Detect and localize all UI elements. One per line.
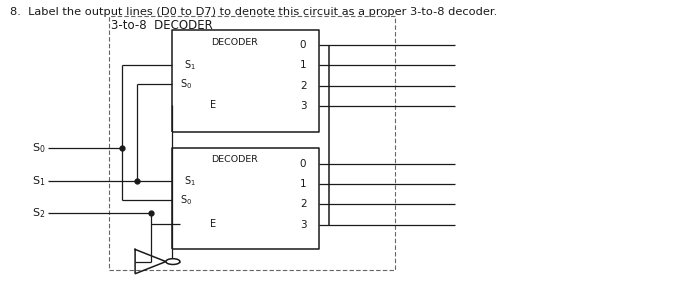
Text: 2: 2 [300, 81, 307, 90]
Text: S$_0$: S$_0$ [32, 141, 46, 155]
Text: 1: 1 [300, 179, 307, 189]
Text: S$_0$: S$_0$ [180, 77, 192, 91]
Circle shape [166, 259, 180, 264]
Text: S$_0$: S$_0$ [180, 193, 192, 207]
Text: S$_1$: S$_1$ [32, 174, 46, 188]
Text: S$_2$: S$_2$ [32, 206, 46, 220]
Text: 0: 0 [300, 40, 307, 50]
Text: 0: 0 [300, 159, 307, 169]
Text: E: E [210, 100, 216, 110]
Text: 2: 2 [300, 200, 307, 209]
Text: E: E [210, 219, 216, 229]
Text: 3: 3 [300, 101, 307, 111]
Text: DECODER: DECODER [211, 155, 258, 164]
Text: S$_1$: S$_1$ [184, 58, 196, 72]
Text: S$_1$: S$_1$ [184, 174, 196, 188]
Text: 3-to-8  DECODER: 3-to-8 DECODER [111, 19, 212, 32]
Text: 3: 3 [300, 220, 307, 230]
Text: 1: 1 [300, 60, 307, 70]
Text: 8.  Label the output lines (D0 to D7) to denote this circuit as a proper 3-to-8 : 8. Label the output lines (D0 to D7) to … [10, 7, 498, 17]
Text: DECODER: DECODER [211, 38, 258, 47]
